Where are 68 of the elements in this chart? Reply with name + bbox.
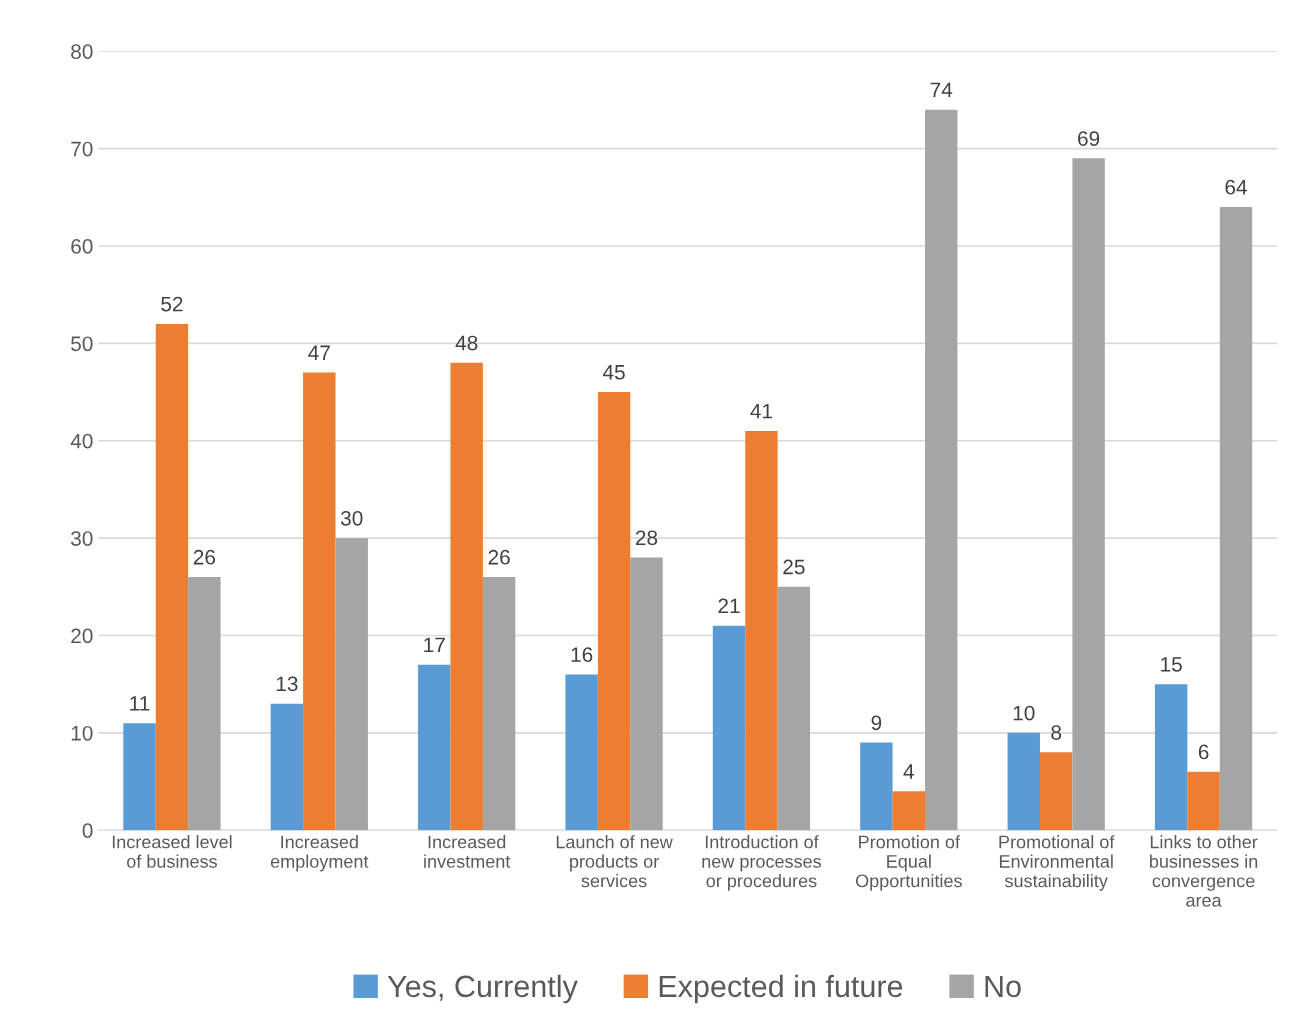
data-label: 30: [340, 510, 363, 526]
x-tick-label: Promotion of Equal Opportunities: [855, 835, 962, 891]
bar: [925, 109, 958, 831]
data-label: 15: [1161, 657, 1182, 672]
data-label: 8: [1051, 725, 1062, 740]
legend-label: Expected in future: [659, 974, 903, 1004]
data-label: 69: [1078, 131, 1100, 146]
bar: [335, 538, 368, 831]
bar: [892, 791, 926, 831]
y-tick-label: 10: [71, 725, 93, 741]
y-tick-label: 0: [82, 823, 93, 838]
data-label: 26: [193, 549, 216, 565]
y-tick-label: 60: [71, 239, 93, 254]
x-tick-label: Increased investment: [424, 835, 511, 868]
data-label: 13: [276, 676, 298, 692]
y-tick-label: 70: [71, 141, 93, 157]
data-label: 11: [130, 696, 150, 711]
data-label: 64: [1225, 179, 1247, 195]
bar: [155, 323, 189, 831]
data-label: 21: [718, 598, 740, 614]
bar: [1219, 207, 1253, 831]
data-label: 4: [903, 764, 914, 779]
legend-label: Yes, Currently: [387, 974, 578, 1004]
x-tick-label: Links to other businesses in convergence area: [1150, 835, 1258, 907]
data-label: 28: [635, 530, 658, 546]
x-tick-label: Increased employment: [270, 835, 369, 872]
bar: [303, 372, 336, 831]
y-tick-label: 20: [71, 628, 93, 644]
data-label: 16: [571, 647, 593, 662]
bar: [712, 625, 746, 831]
bar: [630, 557, 663, 831]
legend-label: No: [985, 975, 1021, 998]
bar: [597, 392, 631, 831]
y-tick-label: 40: [70, 433, 93, 449]
y-tick-label: 80: [71, 44, 93, 59]
bar: [1007, 732, 1040, 831]
data-label: 74: [930, 82, 953, 98]
x-tick-label: Introduction of new processes or procedures: [702, 835, 821, 891]
x-tick-label: Increased level of business: [112, 835, 232, 868]
bar: [777, 586, 811, 831]
bar: [123, 723, 156, 831]
bar: [450, 362, 483, 831]
bar: [482, 577, 516, 831]
data-label: 9: [871, 715, 882, 731]
bar: [418, 664, 451, 831]
bar: [1187, 771, 1220, 831]
bar: [860, 742, 893, 831]
y-tick-label: 50: [71, 336, 93, 352]
data-label: 25: [783, 559, 805, 575]
data-label: 41: [750, 404, 773, 419]
y-tick-label: 30: [71, 531, 93, 546]
bar: [745, 431, 778, 831]
data-label: 6: [1198, 744, 1209, 760]
data-label: 26: [488, 549, 510, 565]
x-tick-label: Launch of new products or services: [556, 835, 673, 888]
data-label: 10: [1013, 705, 1035, 721]
bar: [1072, 158, 1105, 831]
data-label: 52: [161, 296, 183, 312]
data-label: 17: [424, 637, 445, 653]
data-label: 48: [455, 335, 478, 351]
bar: [1154, 684, 1188, 831]
bar: [270, 703, 304, 831]
data-label: 47: [308, 345, 330, 360]
x-tick-label: Promotional of Environmental sustainability: [999, 835, 1115, 891]
bar: [565, 674, 598, 831]
bar: [188, 577, 221, 831]
data-label: 45: [602, 365, 625, 380]
bar: [1039, 752, 1073, 831]
